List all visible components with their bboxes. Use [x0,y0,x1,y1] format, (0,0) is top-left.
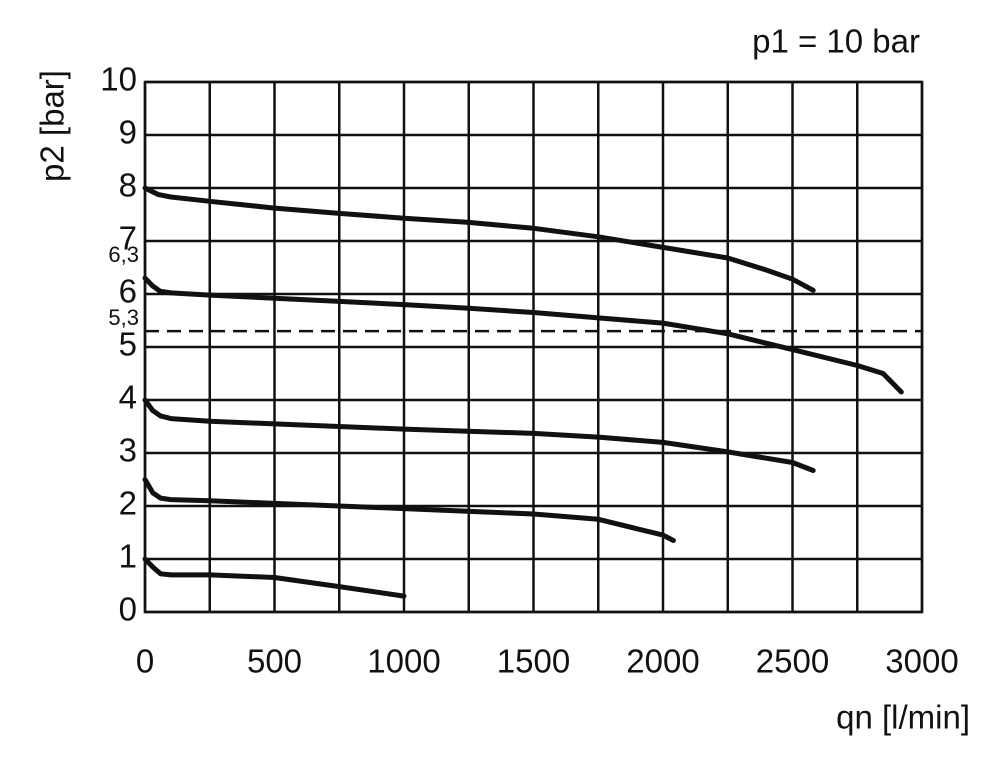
y-tick-label: 9 [119,114,137,151]
curve [142,397,816,473]
curve [142,556,407,599]
curve [142,185,816,293]
y-tick-label: 7 [119,220,137,257]
x-axis-label: qn [l/min] [836,699,970,736]
y-tick-label: 10 [100,61,137,98]
y-tick-label: 0 [119,591,137,628]
y-tick-label: 6 [119,273,137,310]
x-tick-label: 1500 [497,643,570,680]
y-axis-label: p2 [bar] [34,70,71,182]
y-tick-label: 1 [119,538,137,575]
x-tick-label: 0 [136,643,154,680]
x-tick-label: 3000 [885,643,958,680]
curve [142,275,904,395]
x-tick-label: 2000 [626,643,699,680]
y-tick-label: 4 [119,379,137,416]
x-tick-label: 500 [247,643,302,680]
chart-title: p1 = 10 bar [752,23,920,60]
curve [142,477,676,543]
x-tick-label: 1000 [367,643,440,680]
y-tick-label: 2 [119,485,137,522]
y-tick-label: 3 [119,432,137,469]
y-tick-label: 5 [119,326,137,363]
x-tick-label: 2500 [756,643,829,680]
plot-frame [143,80,924,614]
reference-label: 5,3 [108,305,139,330]
annotation: 6,3 [108,242,139,267]
y-tick-label: 8 [119,167,137,204]
